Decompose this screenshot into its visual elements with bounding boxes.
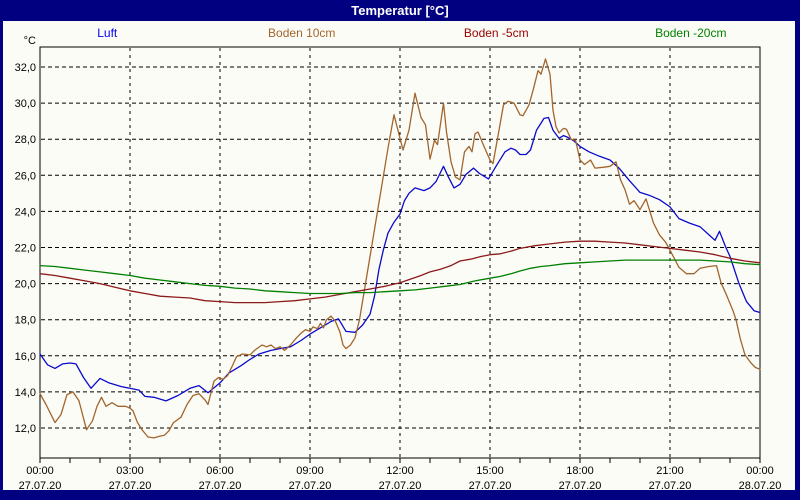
legend-item-luft: Luft (97, 26, 118, 40)
title-bar: Temperatur [°C] (0, 0, 800, 21)
chart-title: Temperatur [°C] (351, 3, 449, 18)
legend-item-boden10: Boden 10cm (268, 26, 336, 40)
legend-item-boden-20: Boden -20cm (655, 26, 727, 40)
legend: Luft Boden 10cm Boden -5cm Boden -20cm (10, 23, 788, 43)
legend-item-boden-5: Boden -5cm (463, 26, 529, 40)
chart-area: Luft Boden 10cm Boden -5cm Boden -20cm (3, 21, 795, 490)
